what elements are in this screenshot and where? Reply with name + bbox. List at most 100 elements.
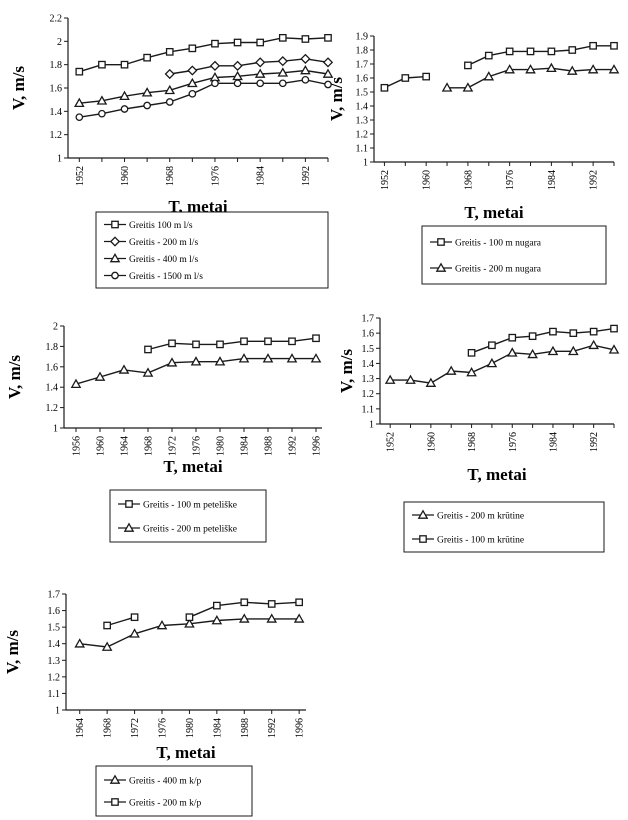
series-2 [70, 353, 322, 388]
data-point [278, 79, 287, 88]
data-point [143, 101, 151, 110]
data-point [567, 345, 579, 356]
legend-marker [435, 262, 447, 272]
data-point [505, 47, 514, 56]
data-point [120, 60, 129, 69]
series-4 [75, 75, 332, 122]
data-point [310, 353, 322, 363]
series-line [106, 616, 135, 627]
data-point [119, 90, 130, 101]
x-tick-label: 1976 [508, 432, 519, 452]
y-tick-label: 1 [363, 158, 368, 169]
data-point [118, 364, 130, 374]
legend-box [403, 501, 605, 553]
data-point [142, 367, 154, 377]
chart-2: 1 1.1 1.2 1.3 1.4 1.5 1.6 1.7 1.8 1.9 1952 1960 1968… [327, 32, 620, 285]
y-tick-label: 2 [57, 37, 62, 48]
x-axis-label: T, metai [163, 457, 222, 476]
data-point [209, 60, 221, 71]
data-point [278, 33, 287, 42]
x-axis-label: T, metai [168, 197, 227, 216]
legend-label: Greitis - 100 m nugara [455, 239, 542, 249]
data-point [103, 621, 111, 630]
legend-label: Greitis - 200 m nugara [455, 265, 542, 275]
series-1 [144, 334, 320, 354]
data-point [384, 374, 396, 384]
chart-4: 1 1.1 1.2 1.3 1.4 1.5 1.6 1.7 1952 1960 1968 1976 19… [337, 314, 620, 553]
legend-marker [111, 220, 119, 229]
series-1 [75, 33, 332, 76]
legend-box [95, 765, 253, 817]
x-tick-label: 1960 [426, 432, 437, 452]
y-tick-label: 1.5 [48, 623, 61, 634]
y-axis-label: V, m/s [9, 66, 28, 110]
x-tick-label: 1972 [130, 718, 141, 738]
x-tick-label: 1968 [467, 432, 478, 452]
chart-3: 1 1.2 1.4 1.6 1.8 2 1956 1960 1964 1968 1972 1976 19… [5, 322, 323, 543]
data-point [526, 47, 535, 56]
data-point [288, 337, 296, 346]
data-point [266, 613, 278, 623]
x-tick-label: 1984 [212, 718, 223, 738]
data-point [568, 46, 577, 54]
y-tick-label: 2 [53, 322, 58, 333]
x-tick-label: 1960 [422, 170, 433, 190]
data-point [569, 329, 578, 337]
x-tick-label: 1968 [165, 166, 176, 186]
data-point [527, 348, 538, 359]
data-point [130, 613, 139, 622]
data-point [98, 109, 106, 118]
data-point [506, 347, 518, 357]
data-point [464, 61, 472, 70]
x-tick-label: 1992 [267, 718, 278, 738]
data-point [188, 89, 197, 98]
data-point [425, 377, 437, 387]
y-tick-label: 1.2 [362, 389, 375, 400]
y-tick-label: 1.6 [50, 84, 63, 95]
y-axis-label: V, m/s [3, 630, 22, 674]
data-point [94, 371, 106, 381]
data-point [254, 68, 266, 78]
series-1 [384, 339, 620, 387]
legend-label: Greitis - 200 m l/s [129, 238, 198, 248]
x-tick-label: 1956 [72, 436, 83, 456]
y-tick-label: 1.2 [50, 130, 63, 141]
legend-marker [125, 500, 133, 508]
data-point [213, 601, 221, 610]
data-point [295, 598, 303, 607]
data-point [164, 84, 176, 95]
data-point [256, 38, 265, 47]
data-point [312, 334, 320, 343]
x-tick-label: 1968 [103, 718, 114, 738]
data-point [267, 600, 276, 608]
series-3 [73, 64, 334, 108]
legend-marker [417, 509, 429, 519]
legend-label: Greitis - 100 m krūtine [437, 536, 524, 546]
series-2 [164, 53, 334, 80]
y-tick-label: 1.4 [50, 107, 63, 118]
legend-box [421, 225, 607, 285]
data-point [238, 613, 250, 623]
x-tick-label: 1952 [386, 432, 397, 452]
y-tick-label: 1.4 [356, 102, 369, 113]
chart-1: 1 1.2 1.4 1.6 1.8 2 2.2 1952 1960 1968 1976 1984 199… [9, 14, 334, 289]
y-tick-label: 1 [57, 154, 62, 165]
data-point [216, 340, 224, 349]
y-tick-label: 1 [369, 420, 374, 431]
data-point [98, 60, 106, 69]
x-tick-label: 1960 [120, 166, 131, 186]
legend-label: Greitis - 400 m l/s [129, 255, 198, 265]
data-point [256, 79, 265, 88]
data-point [300, 64, 311, 75]
data-point [401, 74, 410, 82]
x-tick-label: 1960 [96, 436, 107, 456]
data-point [587, 64, 599, 74]
legend: Greitis - 200 m krūtine Greitis - 100 m k… [403, 501, 605, 553]
data-point [233, 38, 242, 47]
x-tick-label: 1992 [589, 432, 600, 452]
x-tick-label: 1976 [158, 718, 169, 738]
data-point [322, 57, 334, 68]
data-point [120, 105, 129, 113]
x-tick-label: 1984 [256, 166, 267, 186]
